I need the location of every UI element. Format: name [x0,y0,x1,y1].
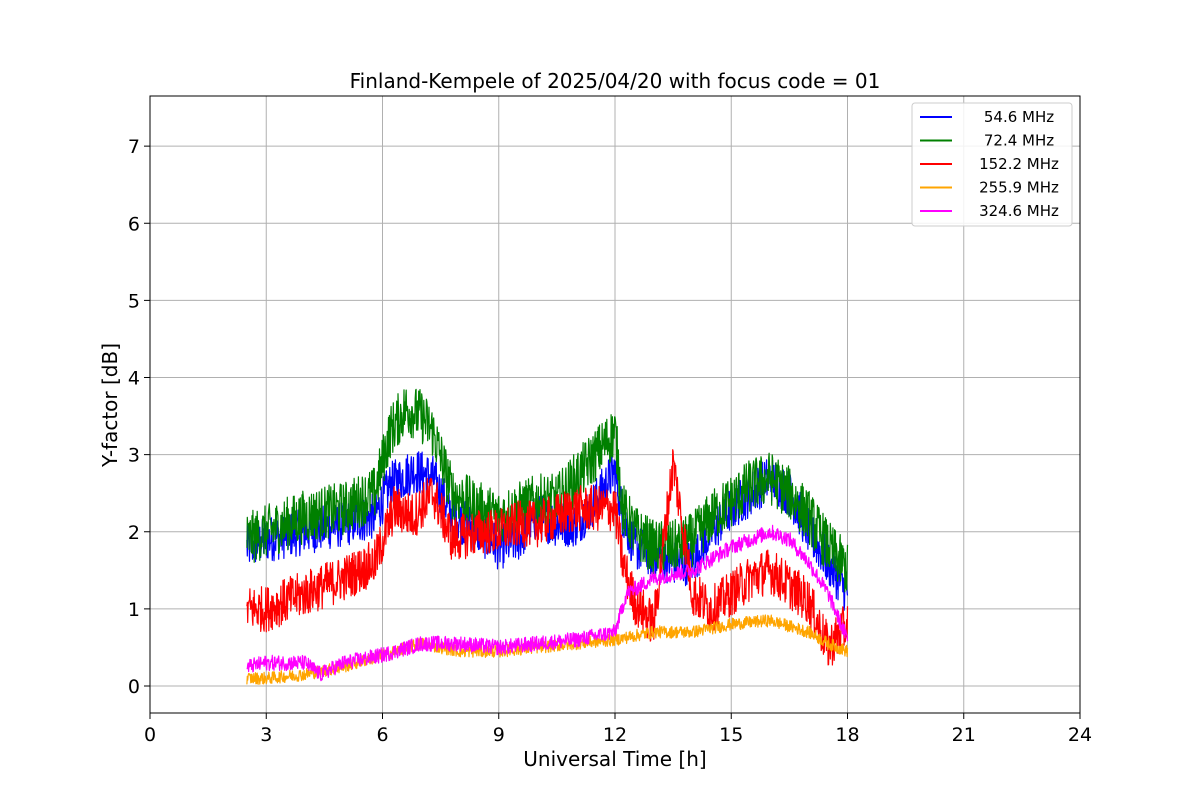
legend: 54.6 MHz 72.4 MHz 152.2 MHz 255.9 MHz 324.6 … [911,102,1073,227]
y-tick-label: 2 [128,522,140,544]
y-axis-label: Y-factor [dB] [98,343,122,468]
legend-label: 54.6 MHz [984,108,1054,126]
series-layer [246,388,849,685]
x-tick-label: 21 [952,724,976,746]
y-tick-label: 5 [128,290,140,312]
x-tick-label: 12 [603,724,627,746]
legend-box [911,102,1073,227]
x-tick-label: 15 [719,724,743,746]
legend-label: 72.4 MHz [984,132,1054,150]
chart-title: Finland-Kempele of 2025/04/20 with focus… [350,69,881,93]
x-axis-label: Universal Time [h] [523,747,706,771]
legend-label: 255.9 MHz [979,179,1059,197]
y-tick-label: 6 [128,213,140,235]
y-tick-label: 4 [128,368,140,390]
y-tick-label: 0 [128,676,140,698]
x-tick-label: 9 [493,724,505,746]
series-line [246,524,849,682]
x-tick-label: 6 [376,724,388,746]
x-tick-label: 24 [1068,724,1092,746]
x-tick-label: 3 [260,724,272,746]
series-line [246,388,849,593]
legend-label: 324.6 MHz [979,202,1059,220]
x-tick-label: 18 [835,724,859,746]
legend-label: 152.2 MHz [979,155,1059,173]
y-tick-label: 3 [128,445,140,467]
y-tick-label: 1 [128,599,140,621]
series-line [246,449,849,666]
y-tick-label: 7 [128,136,140,158]
x-tick-label: 0 [144,724,156,746]
